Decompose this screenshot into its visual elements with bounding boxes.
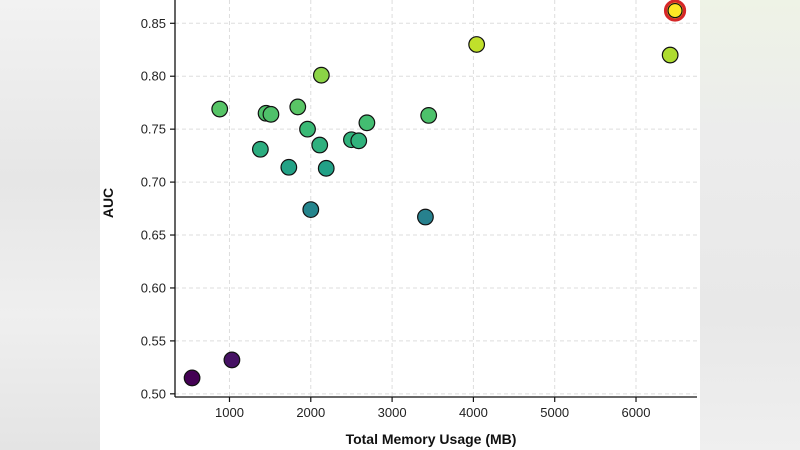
x-tick-label: 4000	[459, 405, 488, 420]
data-point	[251, 140, 269, 158]
data-point	[420, 106, 438, 124]
data-point	[317, 159, 335, 177]
y-tick-label: 0.85	[141, 16, 166, 31]
grid	[175, 0, 697, 397]
data-point	[299, 120, 316, 138]
data-point	[312, 66, 330, 84]
data-point	[262, 105, 280, 123]
x-tick-label: 1000	[215, 405, 244, 420]
y-tick-label: 0.55	[141, 333, 166, 348]
y-tick-label: 0.50	[141, 386, 166, 401]
data-point	[417, 208, 434, 226]
x-tick-label: 3000	[378, 405, 407, 420]
data-point-highlighted	[667, 2, 683, 19]
data-point	[358, 114, 376, 132]
x-tick-label: 5000	[540, 405, 569, 420]
x-tick-label: 2000	[296, 405, 325, 420]
y-tick-label: 0.80	[141, 69, 166, 84]
data-points	[183, 0, 687, 387]
chart-panel	[100, 0, 700, 450]
data-point	[183, 369, 201, 387]
data-point	[302, 201, 320, 219]
data-point	[468, 36, 486, 53]
axes	[174, 0, 697, 398]
background-left	[0, 0, 100, 450]
data-point	[311, 136, 329, 154]
data-point	[350, 132, 368, 150]
y-axis-title: AUC	[100, 188, 116, 218]
y-tick-label: 0.70	[141, 175, 166, 190]
data-point	[289, 98, 307, 116]
background-right	[700, 0, 800, 450]
x-tick-label: 6000	[622, 405, 651, 420]
y-tick-label: 0.60	[141, 280, 166, 295]
ticks: 0.50 0.55 0.60 0.65 0.70 0.75 0.80 0.85 1000 2000…	[141, 16, 651, 420]
data-point	[280, 158, 298, 176]
x-axis-title: Total Memory Usage (MB)	[346, 431, 517, 447]
data-point	[211, 100, 229, 118]
data-point	[223, 351, 241, 369]
data-point	[661, 46, 679, 64]
y-tick-label: 0.65	[141, 228, 166, 243]
y-tick-label: 0.75	[141, 122, 166, 137]
